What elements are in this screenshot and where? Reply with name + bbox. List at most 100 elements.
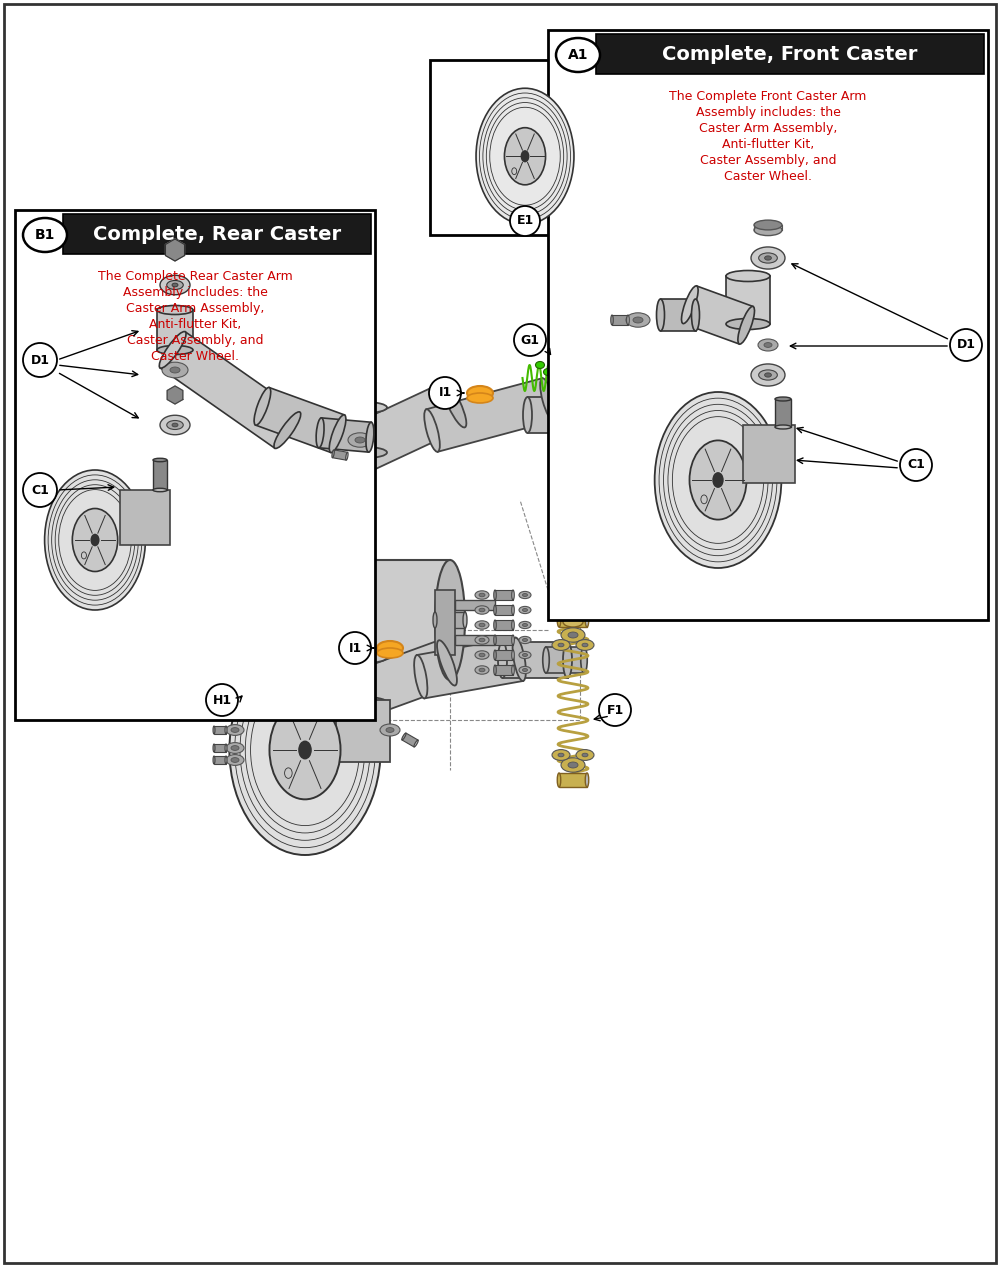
Ellipse shape: [568, 632, 578, 639]
Polygon shape: [850, 270, 870, 380]
Ellipse shape: [269, 701, 341, 799]
Ellipse shape: [231, 745, 239, 750]
Ellipse shape: [512, 620, 514, 630]
Ellipse shape: [519, 666, 531, 674]
Text: C1: C1: [907, 459, 925, 471]
Ellipse shape: [626, 313, 650, 327]
Ellipse shape: [522, 593, 528, 597]
Ellipse shape: [522, 669, 528, 672]
Ellipse shape: [153, 459, 167, 461]
Ellipse shape: [138, 611, 144, 635]
Polygon shape: [332, 450, 348, 460]
Ellipse shape: [377, 647, 403, 658]
Bar: [743, 424, 795, 483]
Polygon shape: [335, 381, 465, 478]
Ellipse shape: [157, 346, 193, 355]
Text: A1: A1: [568, 48, 588, 62]
Bar: [190, 595, 245, 655]
Ellipse shape: [836, 184, 844, 215]
Ellipse shape: [536, 361, 544, 369]
Ellipse shape: [213, 744, 215, 753]
Ellipse shape: [656, 299, 664, 331]
Ellipse shape: [594, 376, 602, 384]
Ellipse shape: [682, 286, 698, 323]
Ellipse shape: [622, 469, 628, 493]
Circle shape: [510, 207, 540, 236]
Text: D1: D1: [30, 353, 50, 366]
Ellipse shape: [343, 674, 363, 720]
Ellipse shape: [513, 637, 526, 680]
Text: G1: G1: [520, 333, 540, 346]
Text: E1: E1: [516, 214, 534, 228]
Ellipse shape: [521, 150, 529, 162]
Ellipse shape: [366, 422, 374, 452]
Ellipse shape: [512, 635, 514, 645]
Ellipse shape: [402, 734, 406, 740]
Ellipse shape: [776, 184, 784, 215]
Bar: [120, 490, 170, 545]
Polygon shape: [622, 280, 848, 294]
Ellipse shape: [563, 617, 583, 627]
Ellipse shape: [523, 397, 532, 433]
Text: H1: H1: [212, 693, 232, 707]
Ellipse shape: [627, 315, 629, 326]
Ellipse shape: [475, 621, 489, 630]
Ellipse shape: [494, 665, 496, 675]
Ellipse shape: [581, 647, 587, 673]
Ellipse shape: [316, 418, 324, 447]
Polygon shape: [600, 427, 616, 437]
Ellipse shape: [160, 416, 190, 435]
Text: Caster Arm Assembly,: Caster Arm Assembly,: [126, 302, 264, 315]
Ellipse shape: [512, 590, 514, 601]
Text: I1: I1: [438, 386, 452, 399]
Ellipse shape: [512, 665, 514, 675]
Ellipse shape: [775, 424, 791, 430]
Ellipse shape: [552, 376, 560, 384]
Ellipse shape: [754, 224, 782, 236]
Ellipse shape: [582, 753, 588, 756]
Ellipse shape: [576, 640, 594, 650]
Polygon shape: [140, 611, 186, 635]
Ellipse shape: [512, 650, 514, 660]
Ellipse shape: [274, 500, 286, 519]
Ellipse shape: [225, 726, 227, 734]
Bar: [262, 680, 292, 688]
Polygon shape: [319, 418, 371, 452]
Ellipse shape: [246, 680, 258, 689]
Ellipse shape: [23, 218, 67, 252]
Ellipse shape: [355, 437, 365, 443]
Ellipse shape: [72, 508, 118, 571]
Circle shape: [339, 632, 371, 664]
Ellipse shape: [622, 443, 628, 468]
Bar: [15, 210, 375, 720]
Ellipse shape: [246, 661, 258, 669]
Polygon shape: [565, 469, 625, 493]
Polygon shape: [157, 310, 193, 350]
Ellipse shape: [246, 462, 314, 557]
Ellipse shape: [522, 654, 528, 656]
Ellipse shape: [519, 592, 531, 598]
Ellipse shape: [576, 750, 594, 760]
Polygon shape: [402, 734, 418, 748]
Ellipse shape: [726, 318, 770, 329]
Ellipse shape: [433, 612, 437, 628]
Bar: [336, 699, 390, 761]
Ellipse shape: [756, 181, 784, 189]
Polygon shape: [756, 185, 784, 215]
Ellipse shape: [442, 381, 466, 427]
Ellipse shape: [258, 684, 270, 692]
Polygon shape: [565, 456, 625, 480]
Circle shape: [950, 329, 982, 361]
Ellipse shape: [494, 590, 496, 601]
Ellipse shape: [241, 680, 251, 688]
Ellipse shape: [512, 606, 514, 614]
Ellipse shape: [765, 256, 771, 260]
Polygon shape: [495, 635, 513, 645]
Bar: [596, 34, 984, 73]
Text: Caster Wheel.: Caster Wheel.: [151, 350, 239, 364]
Polygon shape: [426, 379, 554, 452]
Ellipse shape: [475, 636, 489, 644]
Ellipse shape: [758, 340, 778, 351]
Polygon shape: [214, 756, 226, 764]
Ellipse shape: [343, 402, 387, 413]
